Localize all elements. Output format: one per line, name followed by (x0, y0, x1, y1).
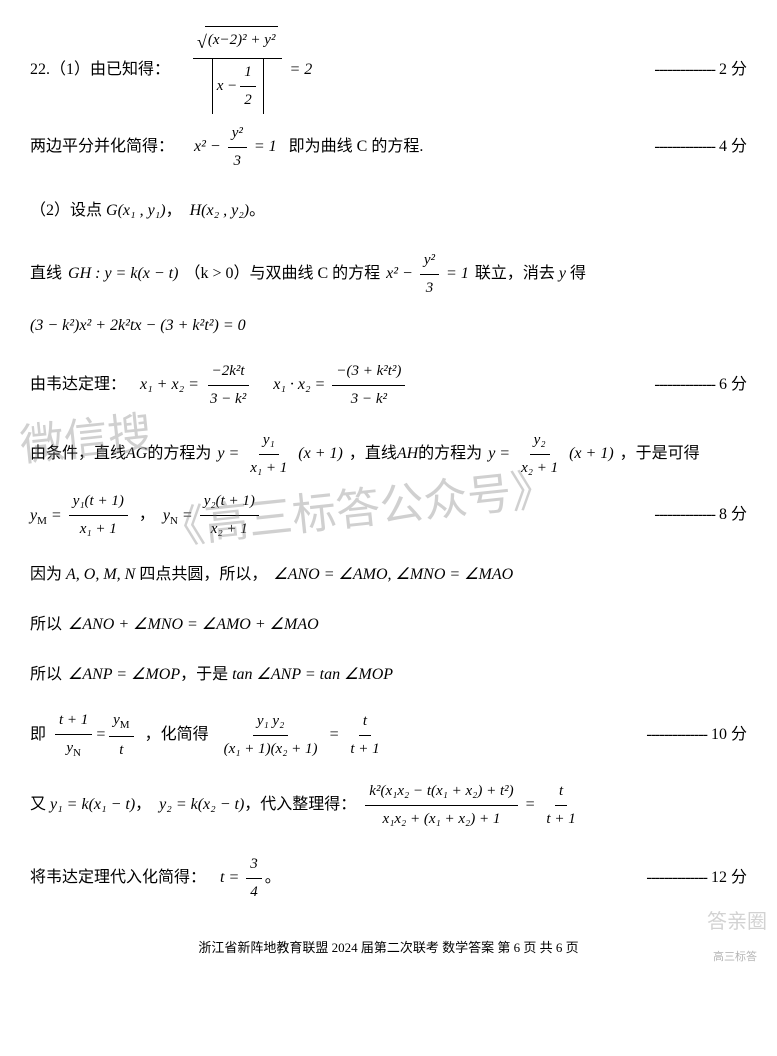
line-GH: 直线 GH : y = k(x − t) （k > 0）与双曲线 C 的方程 x… (30, 247, 747, 302)
score-12: 12 分 (646, 864, 747, 893)
points-AOMN: A, O, M, N (66, 561, 135, 590)
score-2: 2 分 (654, 56, 747, 85)
yM: yM = y₁(t + 1) x₁ + 1 (30, 488, 131, 543)
eq2: x² − y² 3 = 1 (194, 120, 277, 175)
concyclic-line: 因为 A, O, M, N 四点共圆，所以， ∠ANO = ∠AMO, ∠MNO… (30, 557, 747, 593)
quadratic-eq: (3 − k²)x² + 2k²tx − (3 + k²t²) = 0 (30, 312, 246, 341)
vieta-prod: x₁ · x₂ = −(3 + k²t²) 3 − k² (273, 358, 408, 413)
eq1-rhs: = 2 (289, 61, 312, 78)
so2-line: 所以 ∠ANP = ∠MOP ，于是 tan ∠ANP = tan ∠MOP (30, 657, 747, 693)
so1-eq: ∠ANO + ∠MNO = ∠AMO + ∠MAO (68, 611, 319, 640)
page-footer: 浙江省新阵地教育联盟 2024 届第二次联考 数学答案 第 6 页 共 6 页 (30, 936, 747, 959)
final-eq: t = 3 4 (220, 851, 265, 906)
vieta-line: 由韦达定理： x₁ + x₂ = −2k²t 3 − k² x₁ · x₂ = … (30, 358, 747, 413)
so2-eq2: tan ∠ANP = tan ∠MOP (232, 661, 393, 690)
line2-pre: 两边平分并化简得： (30, 133, 174, 162)
eq1: √(x−2)² + y² x − 1 2 = 2 (190, 26, 312, 114)
score-6: 6 分 (654, 371, 747, 400)
sub-rhs: t t + 1 (539, 778, 582, 833)
quadratic-line: (3 − k²)x² + 2k²tx − (3 + k²t²) = 0 (30, 308, 747, 344)
vieta-sum: x₁ + x₂ = −2k²t 3 − k² (140, 358, 253, 413)
watermark-logo: 答亲圈 (707, 904, 767, 940)
ie-frac3: y₁ y₂ (x₁ + 1)(x₂ + 1) (217, 708, 325, 763)
point-G: G(x₁ , y₁) (106, 197, 166, 226)
score-4: 4 分 (654, 133, 747, 162)
eq1-half-den: 2 (240, 87, 256, 114)
sub-line: 又 y₁ = k(x₁ − t) ， y₂ = k(x₂ − t) ，代入整理得… (30, 778, 747, 833)
sub-frac: k²(x₁x₂ − t(x₁ + x₂) + t²) x₁x₂ + (x₁ + … (362, 778, 520, 833)
GH-equation: GH : y = k(x − t) (68, 260, 178, 289)
yM-yN-line: yM = y₁(t + 1) x₁ + 1 ， yN = y₂(t + 1) x… (30, 488, 747, 543)
y1-eq: y₁ = k(x₁ − t) (50, 791, 135, 820)
ie-frac4: t t + 1 (343, 708, 386, 763)
hyperbola-eq: x² − y² 3 = 1 (386, 247, 469, 302)
point-H: H(x₂ , y₂) (190, 197, 250, 226)
part2-setup: （2）设点 G(x₁ , y₁) ， H(x₂ , y₂) 。 (30, 193, 747, 229)
AH-eq: y = y₂ x₂ + 1 (x + 1) (488, 427, 613, 482)
part2-label: （2）设点 (30, 197, 102, 226)
so2-eq1: ∠ANP = ∠MOP (68, 661, 180, 690)
q22-part1-line: 22.（1）由已知得： √(x−2)² + y² x − 1 2 = 2 2 分 (30, 26, 747, 114)
condition-line: 由条件，直线 AG 的方程为 y = y₁ x₁ + 1 (x + 1) ，直线… (30, 427, 747, 482)
score-8: 8 分 (654, 501, 747, 530)
eq1-half-num: 1 (240, 59, 256, 87)
y2-eq: y₂ = k(x₂ − t) (159, 791, 244, 820)
vieta-pre: 由韦达定理： (30, 371, 126, 400)
AG-eq: y = y₁ x₁ + 1 (x + 1) (217, 427, 342, 482)
q22-part1-label: 22.（1）由已知得： (30, 56, 170, 85)
so1-line: 所以 ∠ANO + ∠MNO = ∠AMO + ∠MAO (30, 607, 747, 643)
ie-line: 即 t + 1 yN = yM t ，化简得 y₁ y₂ (x₁ + 1)(x₂… (30, 707, 747, 764)
line2-post: 即为曲线 C 的方程. (289, 133, 424, 162)
angle-eq1: ∠ANO = ∠AMO, ∠MNO = ∠MAO (273, 561, 513, 590)
yN: yN = y₂(t + 1) x₂ + 1 (163, 488, 262, 543)
eq1-sqrt-body: (x−2)² + y² (205, 26, 279, 54)
final-line: 将韦达定理代入化简得： t = 3 4 。 12 分 (30, 851, 747, 906)
ie-frac1: t + 1 yN (52, 707, 95, 764)
squared-simplify-line: 两边平分并化简得： x² − y² 3 = 1 即为曲线 C 的方程. 4 分 (30, 120, 747, 175)
ie-frac2: yM t (106, 707, 136, 764)
score-10: 10 分 (646, 721, 747, 750)
